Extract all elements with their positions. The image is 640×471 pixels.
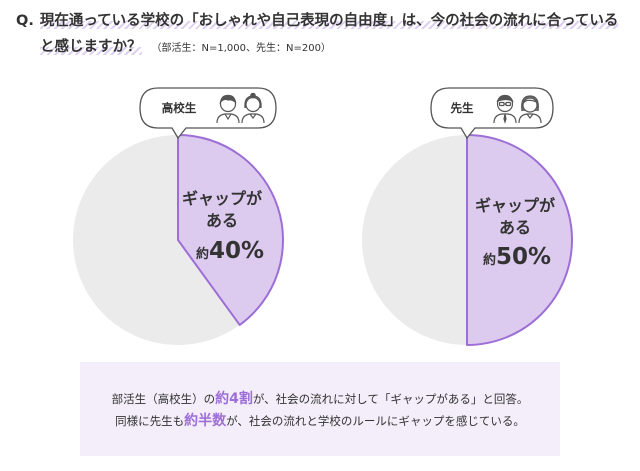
summary-line-1-a: 部活生（高校生）の [111, 392, 216, 406]
sample-size-note: （部活生：N=1,000、先生：N=200） [151, 43, 331, 54]
bubble-teachers: 先生 [430, 87, 554, 140]
summary-line-1-b: が、社会の流れに対して「ギャップがある」と回答。 [252, 392, 529, 406]
bubble-students-shape [139, 87, 277, 140]
question-text-1: 現在通っている学校の「おしゃれや自己表現の自由度」は、今の社会の流れに合っている [39, 13, 619, 29]
pie-teachers-value-label: 約50% [483, 244, 551, 270]
pie-teachers-label-line1: ギャップが [475, 196, 555, 215]
question-line-1: Q. 現在通っている学校の「おしゃれや自己表現の自由度」は、今の社会の流れに合って… [16, 8, 632, 34]
question-line-2: と感じますか？ （部活生：N=1,000、先生：N=200） [16, 34, 632, 62]
summary-line-1: 部活生（高校生）の約4割が、社会の流れに対して「ギャップがある」と回答。 [80, 388, 560, 410]
student-boy-icon [216, 94, 240, 124]
pie-students-label-line2: ある [206, 211, 238, 230]
summary-line-1-highlight: 約4割 [215, 391, 253, 407]
pie-chart-teachers: ギャップが ある 約50% 先生 [362, 87, 573, 346]
pie-teachers-value: 50% [496, 244, 551, 270]
pie-students-value-prefix: 約 [196, 246, 209, 262]
summary-line-2-highlight: 約半数 [184, 413, 227, 429]
summary-box: 部活生（高校生）の約4割が、社会の流れに対して「ギャップがある」と回答。 同様に… [80, 362, 560, 456]
bubble-teachers-shape [430, 87, 554, 140]
pie-teachers-gap-slice [466, 134, 573, 346]
question: Q. 現在通っている学校の「おしゃれや自己表現の自由度」は、今の社会の流れに合って… [16, 8, 632, 62]
pie-students-gap-slice [177, 134, 284, 326]
teacher-woman-icon [518, 95, 542, 124]
teacher-man-icon [493, 94, 517, 124]
pie-teachers-value-prefix: 約 [483, 252, 496, 268]
pie-teachers-label-line2: ある [499, 218, 531, 237]
pie-students-value: 40% [209, 238, 264, 264]
summary-line-2-a: 同様に先生も [115, 414, 185, 428]
question-text-2: と感じますか？ [40, 39, 142, 55]
bubble-teachers-label: 先生 [451, 101, 474, 115]
bubble-students: 高校生 [139, 87, 277, 140]
question-prefix: Q. [16, 13, 34, 29]
summary-line-2: 同様に先生も約半数が、社会の流れと学校のルールにギャップを感じている。 [80, 410, 560, 432]
student-girl-icon [241, 92, 265, 124]
pie-chart-students: ギャップが ある 約40% 高校生 [73, 87, 284, 345]
pie-students-label-line1: ギャップが [182, 189, 262, 208]
pie-students-value-label: 約40% [196, 238, 264, 264]
bubble-students-label: 高校生 [162, 101, 197, 115]
summary-line-2-b: が、社会の流れと学校のルールにギャップを感じている。 [226, 414, 525, 428]
